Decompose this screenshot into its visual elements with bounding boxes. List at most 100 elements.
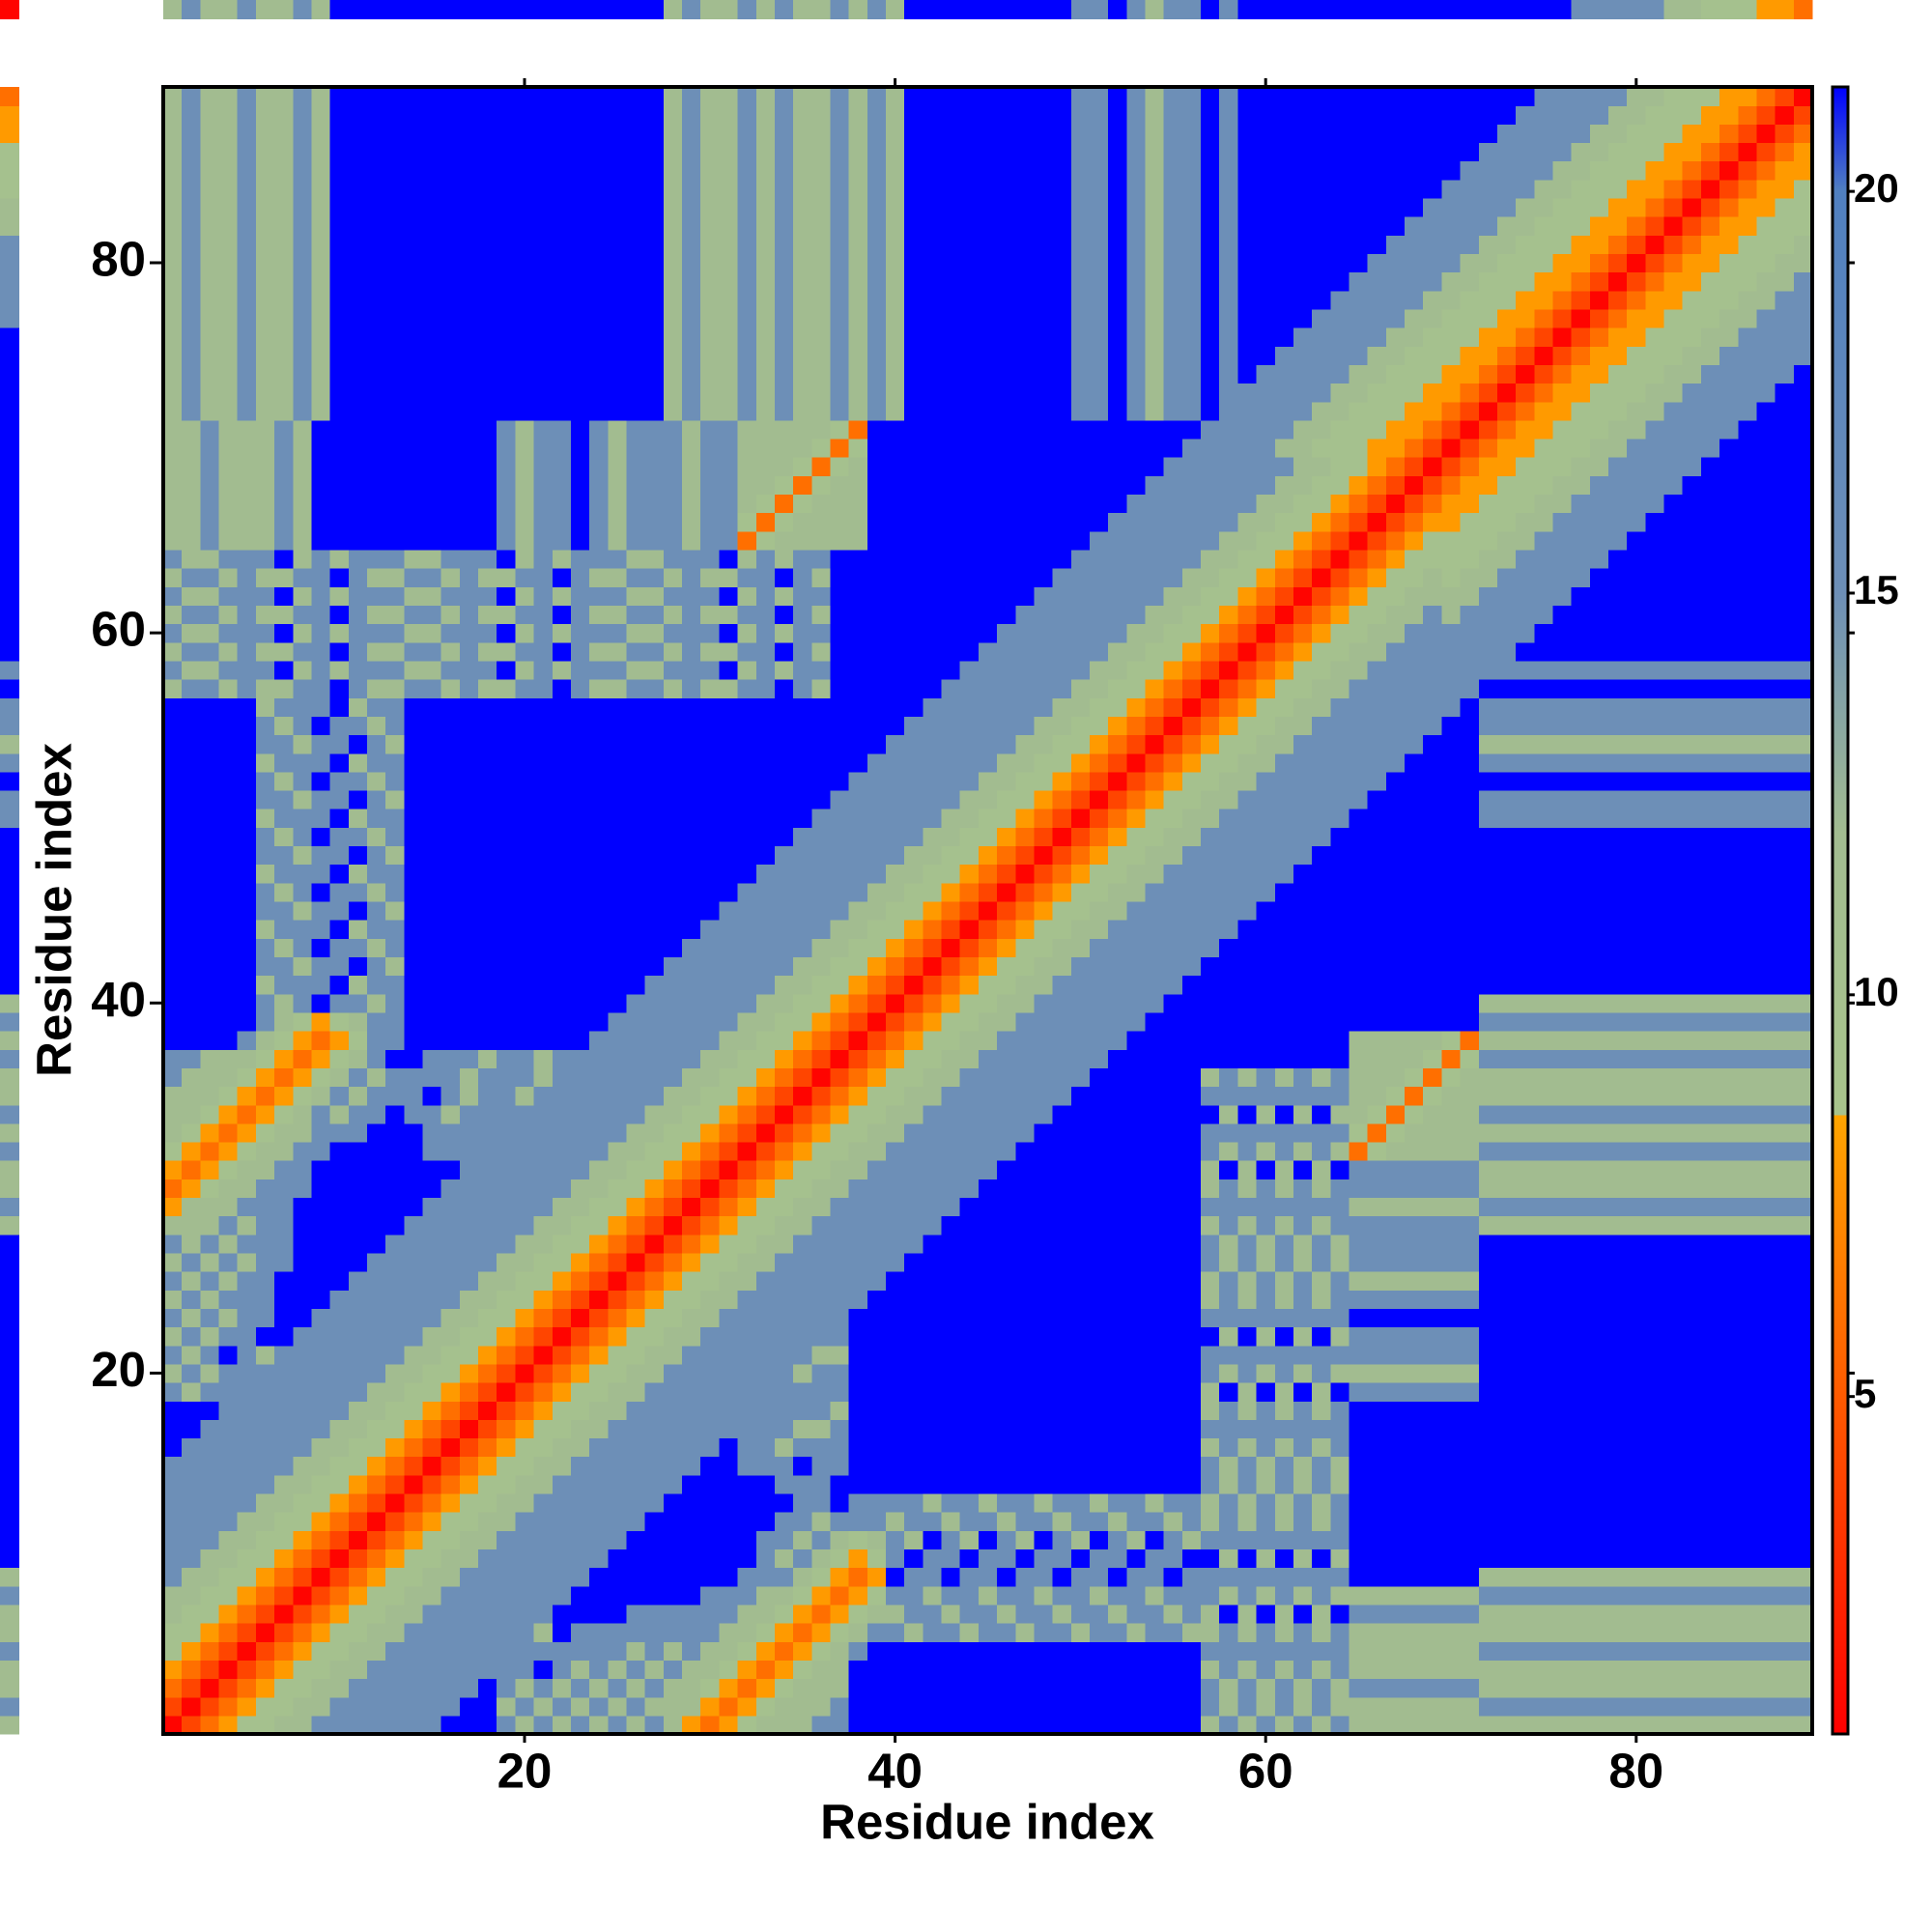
heatmap-cell	[1015, 938, 1036, 957]
heatmap-cell	[440, 809, 461, 828]
heatmap-cell	[1349, 1604, 1369, 1624]
heatmap-cell	[440, 1530, 461, 1550]
heatmap-cell	[404, 1678, 424, 1698]
heatmap-cell	[1145, 1382, 1165, 1402]
heatmap-cell	[1330, 1197, 1350, 1217]
heatmap-cell	[959, 1234, 980, 1254]
heatmap-cell	[608, 1011, 628, 1032]
heatmap-cell	[923, 1512, 943, 1531]
heatmap-cell	[923, 549, 943, 569]
heatmap-cell	[700, 568, 720, 587]
heatmap-cell	[274, 623, 294, 643]
heatmap-cell	[552, 1271, 572, 1291]
heatmap-cell	[1201, 1049, 1220, 1068]
heatmap-cell	[348, 1308, 368, 1328]
heatmap-cell	[404, 1696, 424, 1717]
heatmap-cell	[793, 993, 812, 1013]
heatmap-cell	[1126, 1401, 1147, 1420]
heatmap-cell	[274, 1067, 294, 1088]
heatmap-cell	[533, 1104, 554, 1124]
heatmap-cell	[329, 586, 350, 607]
heatmap-cell	[1015, 1197, 1036, 1217]
heatmap-cell	[793, 475, 812, 496]
heatmap-cell	[941, 809, 961, 828]
heatmap-cell	[1367, 1271, 1387, 1291]
heatmap-cell	[440, 1086, 461, 1106]
heatmap-cell	[608, 1715, 628, 1735]
heatmap-cell	[959, 1122, 980, 1143]
heatmap-cell	[311, 1678, 331, 1698]
heatmap-cell	[1405, 1474, 1424, 1494]
heatmap-cell	[218, 1234, 239, 1254]
heatmap-cell	[1441, 660, 1462, 680]
heatmap-cell	[348, 586, 368, 607]
heatmap-cell	[589, 419, 609, 440]
heatmap-cell	[793, 1308, 812, 1328]
heatmap-cell	[255, 975, 275, 995]
heatmap-cell	[182, 530, 201, 551]
heatmap-cell	[1201, 1197, 1220, 1217]
heatmap-cell	[867, 679, 887, 698]
heatmap-cell	[1423, 1678, 1443, 1698]
heatmap-cell	[1145, 1604, 1165, 1624]
heatmap-cell	[663, 1290, 683, 1309]
heatmap-cell	[1441, 1660, 1462, 1680]
heatmap-cell	[1163, 679, 1183, 698]
heatmap-cell	[1089, 1141, 1109, 1161]
heatmap-cell	[515, 1437, 535, 1458]
heatmap-cell	[997, 1049, 1016, 1068]
heatmap-cell	[663, 1086, 683, 1106]
heatmap-cell	[311, 568, 331, 587]
heatmap-cell	[644, 586, 665, 607]
heatmap-cell	[830, 1197, 850, 1217]
heatmap-cell	[663, 641, 683, 662]
heatmap-cell	[1015, 1215, 1036, 1236]
heatmap-cell	[719, 789, 739, 810]
heatmap-cell	[1441, 1696, 1462, 1717]
heatmap-cell	[237, 457, 257, 476]
heatmap-cell	[311, 1215, 331, 1236]
heatmap-cell	[459, 568, 479, 587]
heatmap-cell	[552, 864, 572, 884]
heatmap-cell	[978, 1271, 998, 1291]
heatmap-cell	[237, 1308, 257, 1328]
heatmap-cell	[218, 993, 239, 1013]
heatmap-cell	[923, 845, 943, 866]
heatmap-cell	[1256, 1696, 1276, 1717]
heatmap-cell	[941, 1215, 961, 1236]
heatmap-cell	[348, 1512, 368, 1531]
heatmap-cell	[237, 900, 257, 921]
heatmap-cell	[366, 1548, 386, 1569]
heatmap-cell	[1070, 1512, 1091, 1531]
heatmap-cell	[1181, 1623, 1202, 1642]
heatmap-cell	[1256, 1160, 1276, 1179]
heatmap-cell	[478, 1401, 497, 1420]
heatmap-cell	[1052, 586, 1072, 607]
heatmap-cell	[959, 975, 980, 995]
heatmap-cell	[1256, 1585, 1276, 1605]
heatmap-cell	[255, 827, 275, 847]
heatmap-cell	[348, 1252, 368, 1272]
heatmap-cell	[682, 419, 701, 440]
heatmap-cell	[459, 1326, 479, 1347]
heatmap-cell	[608, 1067, 628, 1088]
heatmap-cell	[440, 1474, 461, 1494]
heatmap-cell	[385, 1419, 405, 1439]
heatmap-cell	[682, 1160, 701, 1179]
heatmap-cell	[959, 1401, 980, 1420]
heatmap-cell	[1126, 1308, 1147, 1328]
heatmap-cell	[1405, 1326, 1424, 1347]
heatmap-cell	[737, 438, 757, 458]
heatmap-cell	[663, 938, 683, 957]
heatmap-cell	[867, 1678, 887, 1698]
heatmap-cell	[237, 549, 257, 569]
heatmap-cell	[218, 1271, 239, 1291]
heatmap-cell	[923, 771, 943, 791]
heatmap-cell	[1367, 586, 1387, 607]
heatmap-cell	[1274, 1474, 1294, 1494]
heatmap-cell	[1201, 605, 1220, 625]
heatmap-cell	[848, 938, 868, 957]
heatmap-cell	[811, 1104, 832, 1124]
heatmap-cell	[626, 568, 646, 587]
heatmap-cell	[422, 1290, 442, 1309]
